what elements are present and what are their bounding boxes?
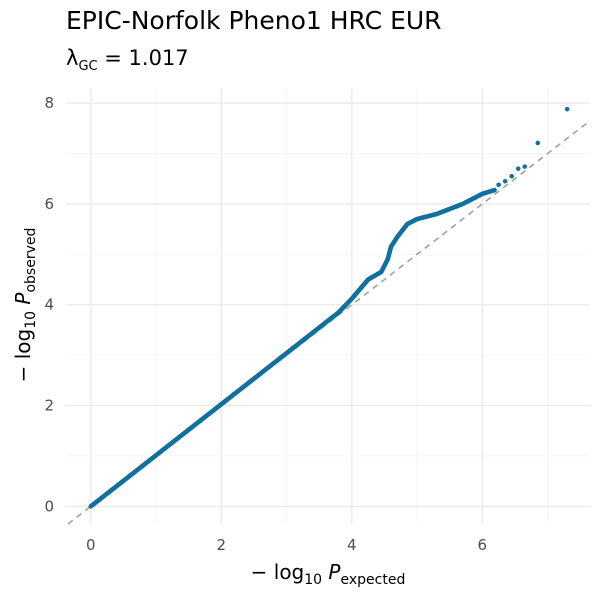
y-tick-label: 0 xyxy=(44,497,54,515)
data-point xyxy=(522,164,528,169)
x-tick-label: 4 xyxy=(347,536,357,554)
data-point xyxy=(564,106,570,112)
y-tick-label: 4 xyxy=(44,296,54,314)
x-axis-base: 10 xyxy=(304,572,322,588)
lambda-symbol: λ xyxy=(66,46,79,70)
y-tick-label: 2 xyxy=(44,397,54,415)
x-tick-label: 6 xyxy=(478,536,488,554)
y-tick-label: 8 xyxy=(44,94,54,112)
data-point xyxy=(496,182,501,188)
x-tick-label: 2 xyxy=(217,536,227,554)
y-axis-subscript: observed xyxy=(23,228,39,293)
x-tick-label: 0 xyxy=(86,536,96,554)
grid-lines xyxy=(66,88,590,524)
data-point xyxy=(515,166,521,171)
y-axis-base: 10 xyxy=(23,311,39,329)
chart-subtitle: λGC = 1.017 xyxy=(66,46,189,74)
lambda-value: 1.017 xyxy=(128,46,189,70)
y-axis-title: − log10 Pobserved xyxy=(11,228,39,383)
data-points xyxy=(88,106,570,509)
chart-title: EPIC-Norfolk Pheno1 HRC EUR xyxy=(66,6,442,35)
data-point xyxy=(535,140,541,146)
y-axis-prefix: − log xyxy=(11,329,35,383)
x-axis-subscript: expected xyxy=(341,572,406,588)
y-tick-label: 6 xyxy=(44,195,54,213)
lambda-subscript: GC xyxy=(78,59,98,75)
data-point xyxy=(492,187,497,193)
x-axis-prefix: − log xyxy=(251,560,305,584)
data-point xyxy=(502,178,508,184)
y-axis-var: P xyxy=(11,292,35,311)
lambda-equals: = xyxy=(97,46,129,70)
x-axis-var: P xyxy=(322,560,341,584)
x-tick-labels: 0 2 4 6 xyxy=(86,536,487,554)
x-axis-title: − log10 Pexpected xyxy=(251,560,406,588)
y-tick-labels: 0 2 4 6 8 xyxy=(44,94,54,515)
data-point xyxy=(509,173,514,179)
